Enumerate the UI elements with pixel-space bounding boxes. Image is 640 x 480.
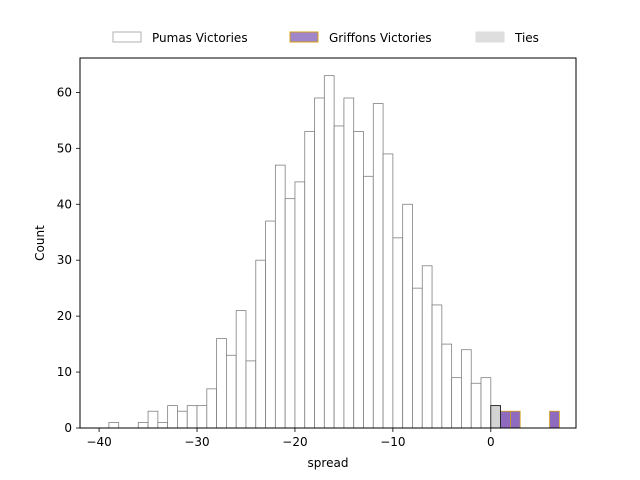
histogram-bar-pumas-victories (235, 310, 247, 429)
histogram-bar-pumas-victories (470, 382, 482, 429)
histogram-bar-pumas-victories (137, 422, 149, 429)
histogram-bar-pumas-victories (451, 377, 462, 429)
x-tick-label: −20 (282, 435, 307, 449)
x-tick-label: 0 (487, 435, 495, 449)
histogram-bar-ties (490, 405, 501, 429)
histogram-bar-pumas-victories (157, 422, 169, 429)
x-tick-label: −30 (184, 435, 209, 449)
histogram-bar-pumas-victories (206, 388, 218, 429)
y-axis-ticks: 0 10 20 30 40 50 60 (57, 85, 80, 435)
histogram-bar-pumas-victories (284, 198, 296, 429)
histogram-bar-pumas-victories (421, 265, 433, 429)
histogram-bar-pumas-victories (245, 360, 257, 429)
histogram-bar-pumas-victories (186, 405, 198, 429)
y-tick-label: 60 (57, 85, 72, 99)
histogram-bar-pumas-victories (226, 354, 237, 429)
histogram-bar-pumas-victories (480, 377, 492, 429)
histogram-bar-pumas-victories (353, 131, 364, 429)
histogram-bar-pumas-victories (196, 405, 208, 429)
histogram-bar-pumas-victories (177, 410, 188, 429)
histogram-bar-pumas-victories (274, 164, 286, 429)
histogram-bar-pumas-victories (343, 97, 355, 429)
histogram-bar-pumas-victories (167, 405, 178, 429)
histogram-bar-pumas-victories (363, 175, 374, 429)
y-tick-label: 40 (57, 197, 72, 211)
legend-swatch-pumas (112, 31, 142, 43)
histogram-bar-pumas-victories (314, 97, 325, 429)
histogram-bar-griffons-victories (500, 410, 511, 429)
legend-label-griffons: Griffons Victories (329, 31, 432, 45)
histogram-bar-pumas-victories (323, 75, 335, 429)
histogram-bar-pumas-victories (147, 410, 159, 429)
x-axis-label: spread (308, 456, 349, 470)
histogram-bar-griffons-victories (509, 410, 521, 429)
histogram-bar-pumas-victories (265, 220, 276, 429)
histogram-bar-pumas-victories (372, 103, 384, 429)
histogram-bar-pumas-victories (412, 287, 423, 429)
histogram-bar-pumas-victories (441, 343, 453, 429)
x-tick-label: −10 (380, 435, 405, 449)
plot-frame (79, 57, 577, 429)
histogram-bar-pumas-victories (294, 181, 306, 429)
histogram-bar-pumas-victories (333, 125, 345, 429)
histogram-bar-pumas-victories (255, 259, 266, 429)
y-tick-label: 0 (64, 421, 72, 435)
histogram-bar-pumas-victories (108, 422, 120, 429)
histogram-bar-griffons-victories (549, 410, 560, 429)
legend-label-ties: Ties (514, 31, 539, 45)
legend: Pumas Victories Griffons Victories Ties (112, 31, 539, 45)
histogram-bar-pumas-victories (431, 304, 443, 429)
y-tick-label: 50 (57, 141, 72, 155)
x-tick-label: −40 (86, 435, 111, 449)
y-tick-label: 20 (57, 309, 72, 323)
legend-swatch-griffons (289, 31, 319, 43)
histogram-bar-pumas-victories (216, 338, 227, 429)
y-tick-label: 10 (57, 365, 72, 379)
histogram-bar-pumas-victories (461, 349, 472, 429)
x-axis-ticks: −40 −30 −20 −10 0 (86, 428, 495, 449)
bars-layer (108, 75, 560, 429)
histogram-bar-pumas-victories (392, 237, 404, 429)
y-axis-label: Count (33, 225, 47, 261)
y-tick-label: 30 (57, 253, 72, 267)
histogram-bar-pumas-victories (382, 153, 394, 429)
histogram-bar-pumas-victories (402, 203, 413, 429)
legend-swatch-ties (475, 31, 505, 43)
histogram-bar-pumas-victories (304, 131, 315, 429)
legend-label-pumas: Pumas Victories (152, 31, 248, 45)
